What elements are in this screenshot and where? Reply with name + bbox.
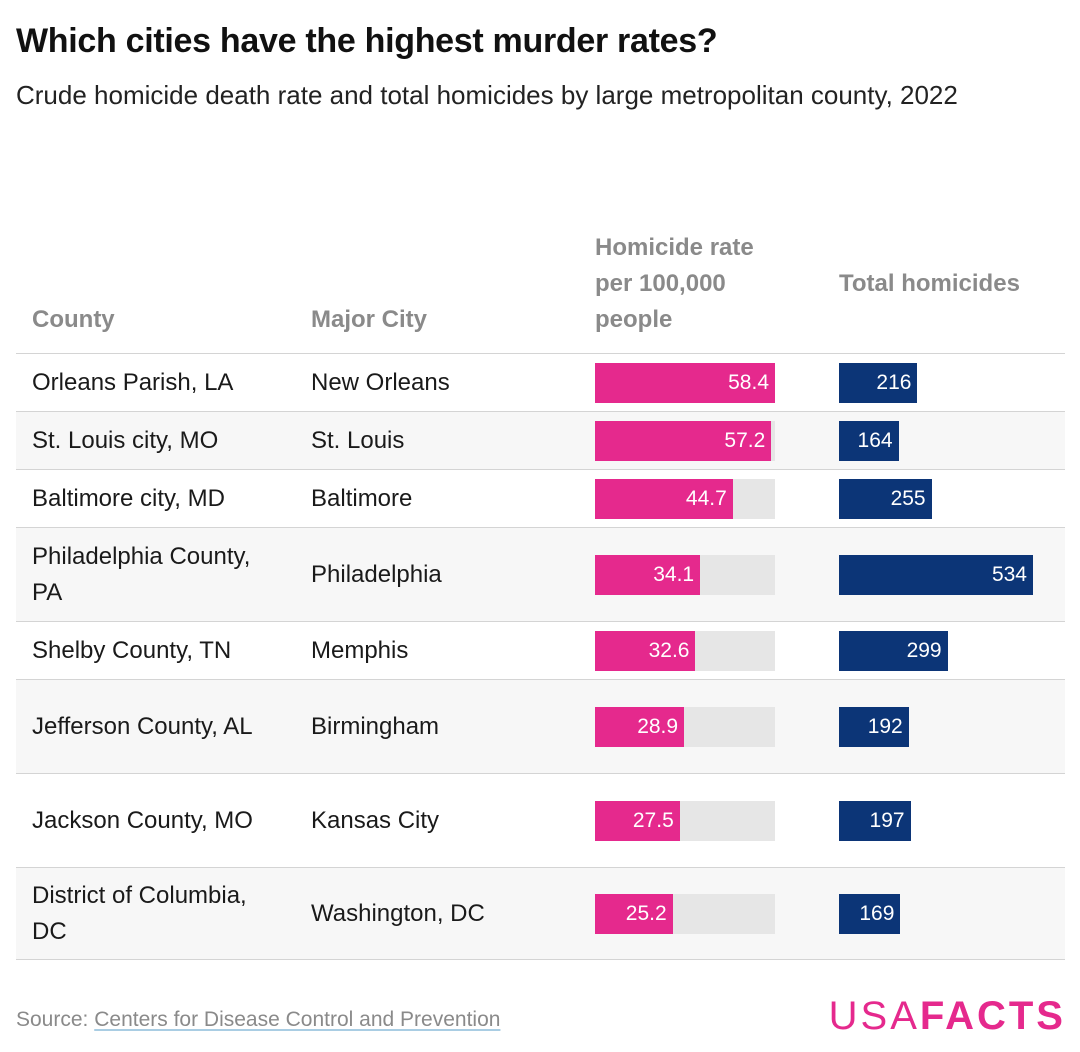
total-bar-label: 164 (857, 428, 893, 452)
table-row: Philadelphia County, PA Philadelphia 34.1 5… (16, 528, 1065, 622)
rate-bar: 32.6 (595, 630, 696, 671)
county-cell: Philadelphia County, PA (32, 542, 251, 606)
total-homicides-bar: 192 (839, 706, 909, 747)
rate-bar-track: 58.4 (595, 362, 775, 403)
source-link[interactable]: Centers for Disease Control and Preventi… (94, 1008, 501, 1031)
rate-bar: 28.9 (595, 706, 685, 747)
logo-usa-text: USA (828, 994, 920, 1038)
data-table: Orleans Parish, LA New Orleans 58.4 216 St. … (16, 353, 1065, 960)
rate-bar-track: 57.2 (595, 420, 775, 461)
table-row: District of Columbia, DC Washington, DC 25… (16, 868, 1065, 960)
total-bar-label: 197 (869, 808, 905, 832)
county-cell: Shelby County, TN (32, 636, 232, 664)
total-bar-label: 534 (991, 562, 1027, 586)
total-homicides-bar: 164 (839, 420, 899, 461)
total-bar-label: 216 (876, 370, 912, 394)
rate-bar: 27.5 (595, 800, 680, 841)
rate-bar-label: 44.7 (685, 486, 727, 510)
major-city-cell: Kansas City (311, 806, 440, 834)
county-cell: Orleans Parish, LA (32, 368, 234, 396)
usafacts-logo: USAFACTS (829, 994, 1066, 1039)
rate-bar-track: 25.2 (595, 893, 775, 934)
total-bar-label: 192 (867, 714, 903, 738)
total-homicides-bar: 197 (839, 800, 911, 841)
major-city-cell: New Orleans (311, 368, 450, 396)
chart-title: Which cities have the highest murder rat… (16, 22, 718, 60)
major-city-cell: Birmingham (311, 712, 440, 740)
rate-bar-track: 27.5 (595, 800, 775, 841)
header-major-city: Major City (311, 306, 428, 333)
header-county: County (32, 306, 115, 333)
total-bar-label: 255 (890, 486, 926, 510)
rate-bar: 57.2 (595, 420, 772, 461)
rate-bar-label: 28.9 (637, 714, 679, 738)
major-city-cell: Baltimore (311, 484, 413, 512)
rate-bar-track: 32.6 (595, 630, 775, 671)
county-cell: Jackson County, MO (32, 806, 253, 834)
rate-bar-label: 27.5 (632, 808, 674, 832)
table-row: Shelby County, TN Memphis 32.6 299 (16, 622, 1065, 680)
logo-facts-text: FACTS (919, 994, 1066, 1038)
major-city-cell: Memphis (311, 636, 409, 664)
rate-bar-label: 32.6 (648, 638, 690, 662)
total-homicides-bar: 255 (839, 478, 932, 519)
chart-subtitle: Crude homicide death rate and total homi… (16, 80, 958, 110)
county-cell: Jefferson County, AL (32, 712, 253, 740)
total-homicides-bar: 216 (839, 362, 918, 403)
header-homicide-rate: Homicide rate per 100,000 people (595, 234, 754, 333)
major-city-cell: Washington, DC (311, 899, 485, 927)
rate-bar-label: 34.1 (653, 562, 695, 586)
total-homicides-bar: 299 (839, 630, 948, 671)
source-prefix: Source: (16, 1008, 95, 1031)
total-homicides-bar: 534 (839, 554, 1033, 595)
total-bar-label: 169 (859, 901, 895, 925)
rate-bar: 58.4 (595, 362, 775, 403)
county-cell: District of Columbia, DC (32, 881, 247, 945)
major-city-cell: St. Louis (311, 426, 405, 454)
county-cell: Baltimore city, MD (32, 484, 225, 512)
major-city-cell: Philadelphia (311, 560, 442, 588)
rate-bar-track: 44.7 (595, 478, 775, 519)
total-homicides-bar: 169 (839, 893, 901, 934)
table-row: Jackson County, MO Kansas City 27.5 197 (16, 774, 1065, 868)
total-bar-label: 299 (906, 638, 942, 662)
county-cell: St. Louis city, MO (32, 426, 219, 454)
header-total-homicides: Total homicides (839, 270, 1020, 297)
rate-bar-track: 28.9 (595, 706, 775, 747)
rate-bar-label: 57.2 (724, 428, 766, 452)
rate-bar-label: 25.2 (625, 901, 667, 925)
rate-bar: 34.1 (595, 554, 701, 595)
rate-bar: 25.2 (595, 893, 673, 934)
table-row: Jefferson County, AL Birmingham 28.9 192 (16, 680, 1065, 774)
rate-bar: 44.7 (595, 478, 733, 519)
source-note: Source: Centers for Disease Control and … (16, 1008, 500, 1032)
rate-bar-label: 58.4 (728, 370, 769, 394)
rate-bar-track: 34.1 (595, 554, 775, 595)
table-row: Baltimore city, MD Baltimore 44.7 255 (16, 470, 1065, 528)
table-row: Orleans Parish, LA New Orleans 58.4 216 (16, 354, 1065, 412)
table-row: St. Louis city, MO St. Louis 57.2 164 (16, 412, 1065, 470)
